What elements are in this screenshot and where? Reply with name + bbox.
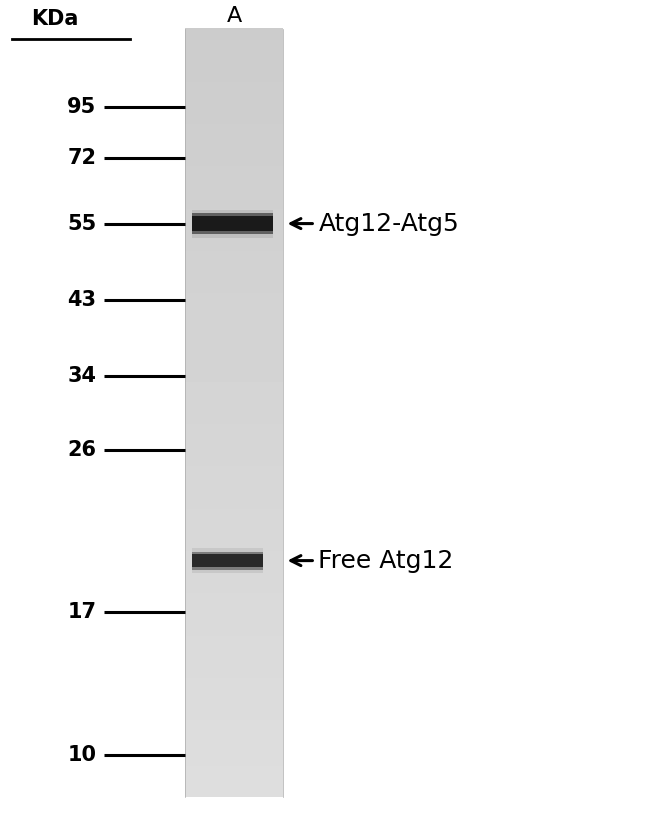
Text: Atg12-Atg5: Atg12-Atg5 <box>318 211 460 236</box>
Bar <box>192 210 273 238</box>
Text: 10: 10 <box>67 745 96 764</box>
Text: 95: 95 <box>67 97 96 117</box>
Text: 17: 17 <box>67 603 96 622</box>
Bar <box>192 552 263 570</box>
Text: Free Atg12: Free Atg12 <box>318 548 454 573</box>
Text: KDa: KDa <box>32 9 79 29</box>
Text: 55: 55 <box>67 214 96 233</box>
Bar <box>192 216 273 231</box>
Bar <box>192 548 263 573</box>
Bar <box>192 554 263 567</box>
Bar <box>192 213 273 234</box>
Text: 34: 34 <box>67 366 96 386</box>
Text: 26: 26 <box>67 441 96 460</box>
Text: 43: 43 <box>67 290 96 310</box>
Text: A: A <box>226 7 242 26</box>
Text: 72: 72 <box>67 148 96 168</box>
